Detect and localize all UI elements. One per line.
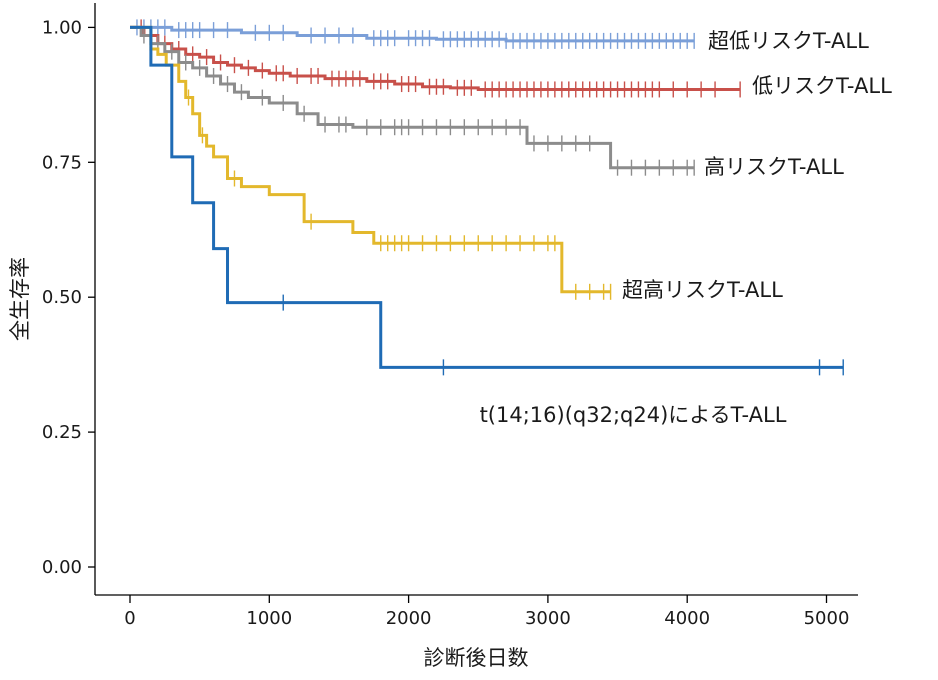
series-label: 超低リスクT-ALL [708, 29, 869, 53]
y-tick-label: 1.00 [42, 17, 82, 38]
survival-line [130, 25, 695, 43]
x-axis-title: 診断後日数 [424, 646, 529, 670]
x-tick-label: 2000 [386, 608, 432, 629]
axes [94, 3, 858, 596]
y-tick-label: 0.75 [42, 152, 82, 173]
series-3 [130, 25, 612, 300]
y-tick-label: 0.00 [42, 557, 82, 578]
series-0 [130, 19, 695, 49]
x-tick-label: 0 [124, 608, 135, 629]
series-2 [130, 25, 695, 176]
x-tick-label: 4000 [664, 608, 710, 629]
series-label: 高リスクT-ALL [704, 155, 844, 179]
series-label: 低リスクT-ALL [752, 74, 892, 98]
y-tick-label: 0.50 [42, 287, 82, 308]
series-label: t(14;16)(q32;q24)によるT-ALL [480, 403, 787, 427]
survival-line [130, 25, 611, 294]
plot-area [130, 19, 844, 376]
series-labels: 超低リスクT-ALL 低リスクT-ALL 高リスクT-ALL 超高リスクT-ALL t(… [480, 29, 893, 427]
y-axis-title: 全生存率 [8, 257, 32, 341]
x-tick-label: 5000 [804, 608, 850, 629]
series-label: 超高リスクT-ALL [622, 278, 783, 302]
x-tick-label: 1000 [246, 608, 292, 629]
survival-line [130, 25, 695, 170]
x-tick-label: 3000 [525, 608, 571, 629]
ticks: 0 1000 2000 3000 4000 5000 0.00 0.25 0.50 0.75 1.0… [42, 17, 849, 629]
y-tick-label: 0.25 [42, 422, 82, 443]
series-4 [130, 25, 844, 376]
survival-line [130, 25, 844, 369]
